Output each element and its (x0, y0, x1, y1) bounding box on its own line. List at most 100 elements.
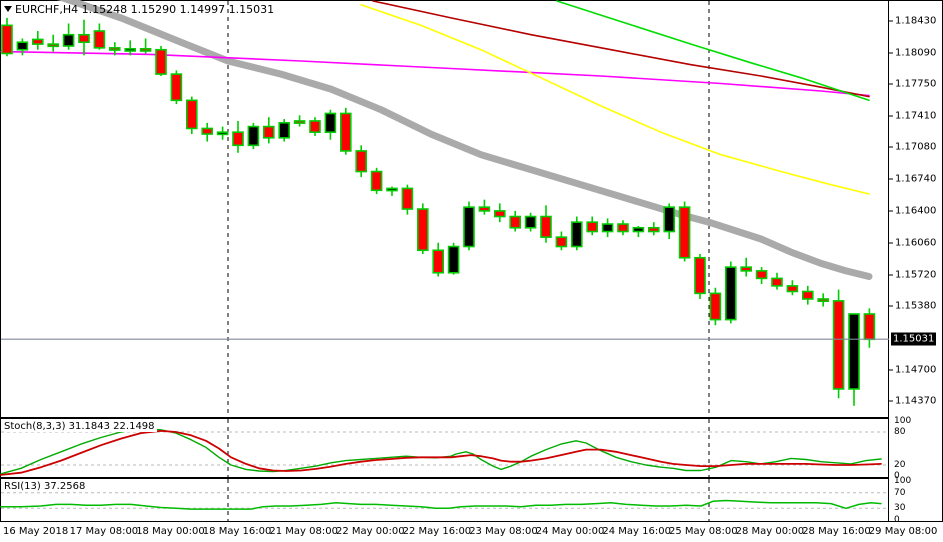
price-tick-label: 1.17080 (895, 141, 937, 153)
time-tick-label: 22 May 00:00 (336, 526, 405, 537)
candle (278, 119, 291, 142)
candle (555, 231, 568, 251)
triangle-down-icon[interactable] (4, 6, 12, 12)
stoch-scale-label: 0 (894, 471, 900, 481)
price-tick-mark (889, 210, 893, 212)
candle (586, 216, 599, 236)
time-tick-label: 28 May 16:00 (802, 526, 871, 537)
ma-green-line (556, 0, 870, 102)
candle (601, 218, 614, 238)
chart-symbol-ohlc: EURCHF,H4 1.15248 1.15290 1.14997 1.1503… (15, 3, 275, 16)
rsi-pane[interactable] (0, 478, 889, 522)
candle (663, 203, 676, 240)
candle (139, 38, 152, 54)
rsi-scale-label: 0 (894, 515, 900, 525)
rsi-scale-label: 70 (894, 487, 906, 498)
candle (709, 287, 722, 326)
candle (386, 186, 398, 196)
rsi-label: RSI(13) 37.2568 (4, 481, 88, 492)
candle (447, 242, 460, 275)
price-tick-mark (889, 83, 893, 85)
candle (740, 257, 753, 277)
time-tick-label: 17 May 08:00 (69, 526, 139, 537)
candle (293, 115, 306, 127)
candle (801, 285, 814, 305)
candle (493, 203, 506, 223)
price-tick-mark (889, 115, 893, 117)
current-price-badge: 1.15031 (891, 332, 937, 346)
price-tick-label: 1.18090 (895, 47, 937, 59)
candle (155, 45, 167, 76)
time-tick-label: 21 May 08:00 (269, 526, 338, 537)
stoch-scale-label: 20 (894, 460, 906, 470)
ma-magenta-line (0, 50, 870, 97)
ma-gray-line (56, 0, 873, 280)
price-tick-mark (889, 52, 893, 54)
candle (524, 212, 537, 232)
candle (786, 280, 799, 296)
candle (432, 242, 445, 277)
price-tick-mark (889, 20, 893, 22)
price-scale-column[interactable]: 1.18430 1.18090 1.17750 1.17410 1.17080 1.167… (889, 0, 943, 525)
candle (478, 199, 491, 215)
candle (31, 30, 44, 50)
candle (416, 203, 429, 255)
candle (694, 254, 706, 299)
stochastic-label: Stoch(8,3,3) 31.1843 22.1498 (4, 421, 157, 432)
candle (309, 117, 321, 136)
candle (848, 313, 860, 406)
stoch-scale-label: 100 (894, 416, 912, 426)
time-tick-label: 18 May 00:00 (136, 526, 205, 537)
time-tick-label: 24 May 00:00 (535, 526, 605, 537)
candle (755, 267, 768, 284)
time-tick-label: 24 May 16:00 (602, 526, 671, 537)
time-tick-label: 18 May 16:00 (202, 526, 272, 537)
time-tick-label: 29 May 08:00 (868, 526, 938, 537)
rsi-scale-label: 30 (894, 503, 906, 514)
candle (570, 216, 583, 251)
rsi-scale-label: 100 (894, 476, 912, 486)
price-tick-mark (889, 305, 893, 307)
candle (93, 23, 106, 50)
candle (339, 107, 352, 155)
candle (109, 42, 121, 56)
candle (678, 201, 691, 262)
time-tick-label: 25 May 08:00 (669, 526, 738, 537)
candle (540, 205, 552, 243)
candle (355, 145, 368, 178)
price-tick-mark (889, 274, 893, 276)
time-tick-label: 28 May 00:00 (735, 526, 805, 537)
ma-yellow-line (360, 3, 870, 195)
chart-header: EURCHF,H4 1.15248 1.15290 1.14997 1.1503… (4, 3, 274, 16)
candle (232, 120, 244, 153)
candle (16, 38, 29, 56)
price-tick-label: 1.18430 (895, 15, 937, 27)
candle (78, 19, 90, 56)
candle (832, 289, 845, 399)
stochastic-canvas (0, 419, 889, 478)
price-tick-mark (889, 242, 893, 244)
candle (1, 17, 13, 57)
price-tick-label: 1.16060 (895, 237, 937, 249)
candle (724, 261, 737, 324)
candle (170, 70, 183, 105)
candle (771, 272, 783, 290)
time-tick-label: 23 May 08:00 (469, 526, 538, 537)
price-chart-pane[interactable] (0, 0, 889, 418)
candle (401, 184, 414, 215)
candle (262, 117, 275, 144)
candle (632, 225, 645, 238)
price-tick-label: 1.15720 (895, 269, 937, 281)
price-tick-mark (889, 400, 893, 402)
candle (647, 222, 660, 236)
candle (463, 201, 475, 251)
ma-darkred-line (372, 0, 870, 98)
price-tick-label: 1.17750 (895, 78, 937, 90)
time-tick-label: 16 May 2018 (3, 526, 69, 537)
price-tick-label: 1.16400 (895, 205, 937, 217)
stoch-k-line (0, 427, 882, 475)
price-tick-mark (889, 369, 893, 371)
candle (186, 96, 198, 135)
price-tick-label: 1.14370 (895, 395, 937, 407)
